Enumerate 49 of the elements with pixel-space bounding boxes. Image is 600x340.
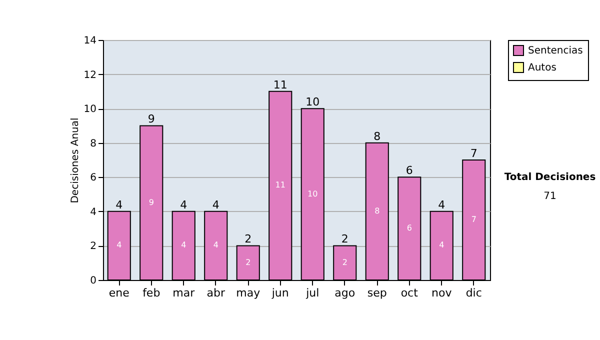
total-label: 6 (406, 164, 413, 178)
x-tick-label: jul (305, 286, 320, 300)
total-label: 4 (438, 198, 446, 212)
y-tick-label: 14 (84, 36, 96, 46)
data-label: 4 (213, 240, 218, 250)
y-tick-label: 4 (90, 206, 96, 218)
x-tick-label: mar (172, 286, 196, 300)
y-tick-label: 12 (84, 70, 96, 81)
text: 71 (542, 191, 558, 202)
y-tick-label: 6 (90, 172, 96, 184)
x-tick-label: abr (206, 286, 226, 300)
x-tick-label: dic (466, 286, 482, 300)
x-tick-label: nov (432, 286, 452, 300)
total-label: 10 (306, 96, 320, 109)
total-label: 11 (273, 78, 288, 92)
data-label: 4 (439, 240, 444, 250)
text: Total Decisiones (503, 172, 597, 183)
data-label: 10 (308, 189, 318, 198)
y-tick-label: 2 (90, 241, 96, 252)
legend-label: Autos (528, 62, 556, 74)
data-label: 2 (246, 258, 251, 267)
total-label: 9 (148, 112, 155, 126)
total-label: 4 (116, 198, 123, 212)
total-label: 8 (374, 130, 381, 143)
y-tick-label: 8 (90, 138, 96, 150)
total-label: 4 (180, 198, 188, 212)
total-label: 2 (244, 232, 252, 246)
legend-label: Sentencias (528, 46, 583, 56)
x-tick-label: may (236, 286, 261, 300)
data-label: 4 (181, 240, 186, 250)
total-label: 7 (470, 147, 478, 160)
y-tick-label: 10 (84, 104, 96, 116)
x-tick-label: feb (142, 286, 160, 300)
total-label: 2 (341, 232, 348, 246)
data-label: 11 (275, 180, 286, 190)
data-label: 2 (342, 258, 348, 267)
x-tick-label: ago (334, 286, 356, 300)
data-label: 7 (471, 215, 476, 224)
data-label: 9 (148, 198, 154, 207)
data-label: 6 (406, 224, 412, 233)
data-label: 4 (116, 240, 122, 250)
x-tick-label: ene (108, 286, 130, 300)
x-tick-label: jun (270, 286, 289, 300)
data-label: 8 (374, 206, 380, 216)
x-tick-label: sep (367, 286, 387, 300)
y-tick-label: 0 (90, 276, 96, 286)
total-label: 4 (212, 198, 220, 212)
x-tick-label: oct (400, 286, 419, 300)
y-axis-title: Decisiones Anual (70, 118, 81, 204)
